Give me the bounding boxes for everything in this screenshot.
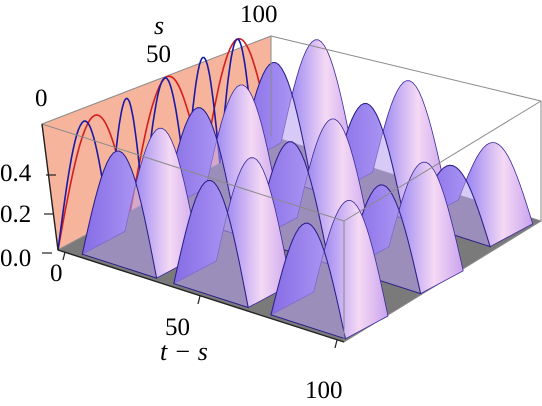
surface-hump-face-s12-0 [81, 150, 158, 279]
surface-hump-face-s12-2 [270, 222, 347, 340]
y-tick-0: 0 [35, 85, 48, 112]
z-axis-line [41, 123, 59, 251]
surface-hump-face-s12-1 [173, 179, 249, 309]
x-tick-0: 0 [50, 260, 63, 287]
z-tick-0.4: 0.4 [0, 160, 32, 187]
z-tick-0.0: 0.0 [0, 245, 31, 272]
x-axis-label: t − s [160, 337, 208, 366]
x-tick-50: 50 [165, 314, 190, 341]
x-ticks [62, 251, 338, 349]
x-axis-line [57, 249, 345, 343]
y-tick-100: 100 [240, 1, 278, 28]
y-tick-50: 50 [146, 41, 171, 68]
wall-curve-1-arch-0 [57, 120, 110, 251]
surface-humps [81, 39, 534, 340]
x-tick-100: 100 [305, 377, 343, 404]
z-tick-0.2: 0.2 [0, 201, 31, 228]
z-ticks [42, 174, 56, 254]
bounding-box [41, 35, 542, 342]
y-axis-label: s [154, 11, 164, 40]
